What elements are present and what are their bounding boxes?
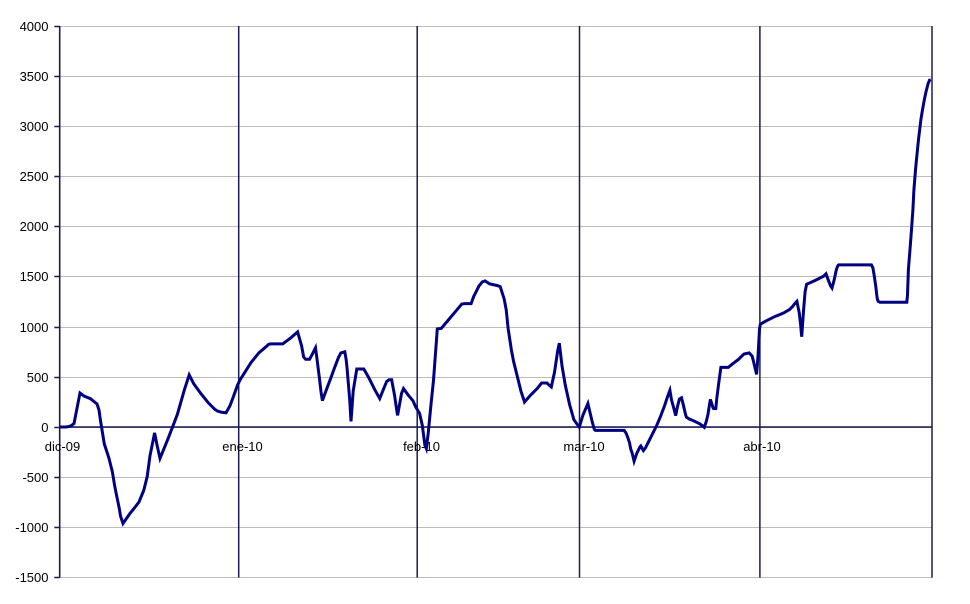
svg-text:abr-10: abr-10 (743, 439, 781, 454)
svg-text:-1000: -1000 (15, 520, 48, 535)
svg-text:1500: 1500 (20, 269, 49, 284)
svg-text:3500: 3500 (20, 69, 49, 84)
svg-text:3000: 3000 (20, 119, 49, 134)
svg-text:-1500: -1500 (15, 570, 48, 585)
svg-text:dic-09: dic-09 (45, 439, 80, 454)
svg-text:4000: 4000 (20, 19, 49, 34)
svg-text:feb-10: feb-10 (403, 439, 440, 454)
svg-text:0: 0 (41, 420, 48, 435)
svg-text:2500: 2500 (20, 169, 49, 184)
svg-text:500: 500 (27, 370, 49, 385)
svg-text:1000: 1000 (20, 320, 49, 335)
svg-text:2000: 2000 (20, 219, 49, 234)
svg-text:mar-10: mar-10 (563, 439, 604, 454)
svg-text:-500: -500 (22, 470, 48, 485)
svg-text:ene-10: ene-10 (222, 439, 262, 454)
